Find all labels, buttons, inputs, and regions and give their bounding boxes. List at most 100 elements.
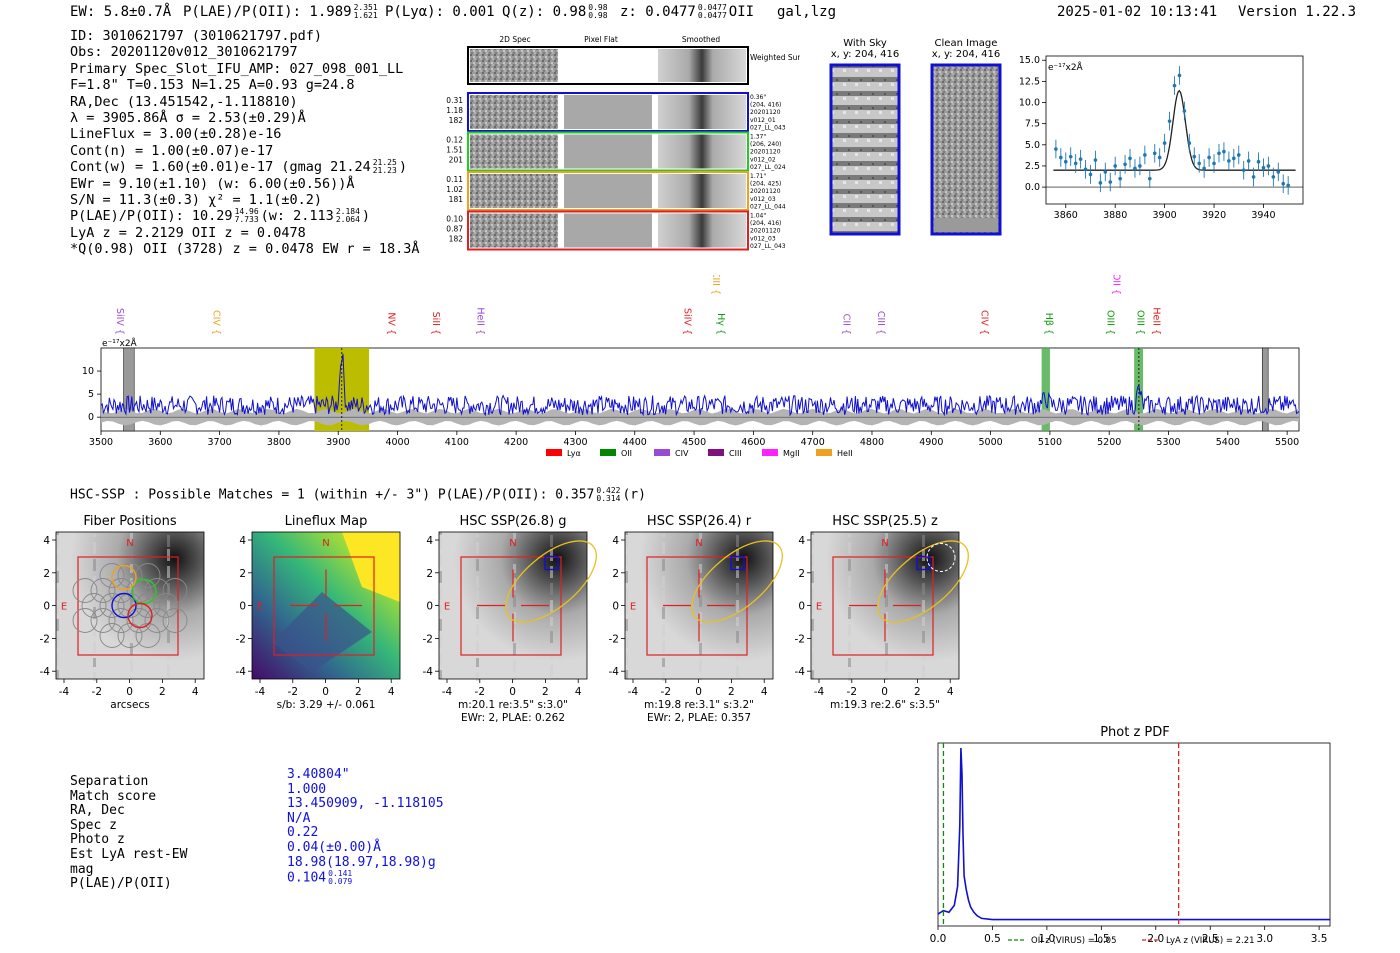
zoom-point xyxy=(1108,180,1113,184)
zoom-point xyxy=(1281,181,1286,186)
hsc-xtick: 0 xyxy=(322,686,329,698)
hsc-north-label: N xyxy=(695,538,702,549)
spectrum-line xyxy=(100,353,1300,417)
hsc-east-label: E xyxy=(257,602,263,613)
hsc-xtick: 2 xyxy=(159,686,166,698)
spectrum-xtick: 5300 xyxy=(1156,437,1180,448)
spectrum-line-label: SiII { xyxy=(430,312,441,335)
hsc-xtick: -4 xyxy=(59,686,70,698)
header-plya: P(Lyα): 0.001 xyxy=(385,4,495,20)
zoom-ytick: 2.5 xyxy=(1025,161,1040,172)
weighted-sum-label: Weighted Sum xyxy=(750,53,800,62)
hsc-caption: EWr: 2, PLAE: 0.262 xyxy=(461,712,565,723)
zoom-point xyxy=(1078,157,1083,161)
info-lambda: λ = 3905.86Å σ = 2.53(±0.29)Å xyxy=(70,110,306,127)
match-label: RA, Dec xyxy=(70,803,125,819)
spectrum-line-label: SiIV { xyxy=(682,308,693,335)
spectrum-line-label: OIII { xyxy=(1135,310,1146,335)
hsc-xtick: -4 xyxy=(442,686,453,698)
cutout-row-meta: 1.37" xyxy=(750,134,766,141)
photz-xtick: 0.5 xyxy=(984,933,1001,945)
cutout-row-value: 0.11 xyxy=(446,175,463,184)
cutout-row-meta: v012_03 xyxy=(750,196,776,203)
hsc-panel-4: HSC SSP(26.4) r N E 4 2 0 -2 -4 -4 -2 0 2 4 m:19.8 re… xyxy=(609,514,783,723)
hsc-xtick: -4 xyxy=(814,686,825,698)
hsc-xtick: -2 xyxy=(288,686,298,698)
zoom-point xyxy=(1261,165,1266,170)
hsc-title: HSC-SSP : Possible Matches = 1 (within +… xyxy=(70,486,646,503)
cutout-row-meta: 20201120 xyxy=(750,188,781,195)
spectrum-xtick: 4800 xyxy=(860,437,884,448)
hsc-ytick: 0 xyxy=(612,601,619,613)
cutout-row-value: 181 xyxy=(449,195,464,204)
zoom-point xyxy=(1162,141,1167,145)
hsc-caption: arcsecs xyxy=(110,699,149,711)
match-label: Est LyA rest-EW xyxy=(70,846,188,862)
hsc-ytick: 4 xyxy=(612,535,619,547)
spectrum-xtick: 4000 xyxy=(385,437,409,448)
with-sky-title: With Sky x, y: 204, 416 xyxy=(830,38,900,60)
zoom-ytick: 15.0 xyxy=(1019,55,1040,66)
info-sn: S/N = 11.3(±0.3) χ² = 1.1(±0.2) xyxy=(70,192,322,209)
match-label: Match score xyxy=(70,788,157,804)
spectrum-line-label: CIV { xyxy=(211,310,222,335)
photz-title: Phot z PDF xyxy=(1100,725,1170,740)
hsc-east-label: E xyxy=(444,602,450,613)
zoom-point xyxy=(1088,172,1093,177)
spectrum-mask-bar xyxy=(1261,347,1269,432)
spectrum-xtick: 4100 xyxy=(445,437,469,448)
hsc-xtick: 0 xyxy=(126,686,133,698)
col-pixel-flat: Pixel Flat xyxy=(584,35,618,44)
spectrum-unit-label: e⁻¹⁷x2Å xyxy=(102,337,138,349)
spectrum-xtick: 5500 xyxy=(1275,437,1299,448)
cutout-row-value: 0.31 xyxy=(446,96,463,105)
zoom-point xyxy=(1113,164,1117,168)
hsc-panel-title: HSC SSP(25.5) z xyxy=(832,514,938,529)
zoom-point xyxy=(1118,176,1122,181)
zoom-point xyxy=(1133,166,1137,171)
header-qz: Q(z): 0.98 0.98 0.98 xyxy=(502,3,608,21)
info-q: *Q(0.98) OII (3728) z = 0.0478 EW r = 18… xyxy=(70,241,420,258)
match-label: Photo z xyxy=(70,832,125,848)
zoom-point xyxy=(1271,175,1276,179)
info-radec: RA,Dec (13.451542,-1.118810) xyxy=(70,93,298,110)
zoom-point xyxy=(1063,159,1068,164)
hsc-xtick: 2 xyxy=(914,686,921,698)
info-params: F=1.8" T=0.153 N=1.25 A=0.93 g=24.8 xyxy=(70,77,355,94)
zoom-ytick: 12.5 xyxy=(1019,76,1040,87)
zoom-point xyxy=(1147,176,1152,181)
zoom-point xyxy=(1286,183,1290,188)
spectrum-xtick: 5100 xyxy=(1038,437,1062,448)
cutout-row-value: 0.87 xyxy=(446,225,463,234)
legend-label: HeII xyxy=(837,449,853,458)
zoom-point xyxy=(1241,168,1246,172)
legend-label: MgII xyxy=(783,449,800,458)
info-primary: Primary Spec_Slot_IFU_AMP: 027_098_001_L… xyxy=(70,60,404,77)
photz-xtick: 2.0 xyxy=(1147,933,1164,945)
col-smoothed: Smoothed xyxy=(682,35,721,44)
hsc-ytick: -2 xyxy=(236,633,246,645)
match-values: 3.40804" 1.000 13.450909, -1.118105 N/A 0.22… xyxy=(287,767,444,887)
hsc-xtick: 4 xyxy=(388,686,395,698)
hsc-north-label: N xyxy=(509,538,516,549)
spectrum-line-label: Hγ { xyxy=(715,313,726,335)
match-value: 0.104 0.141 0.079 xyxy=(287,869,353,887)
hsc-xtick: 4 xyxy=(192,686,199,698)
spectrum-xtick: 4700 xyxy=(801,437,825,448)
zoom-ytick: 5.0 xyxy=(1025,140,1040,151)
spectrum-line-label: HeII { xyxy=(475,307,486,335)
header-ew: EW: 5.8±0.7Å xyxy=(70,4,172,20)
cutout-row-value: 182 xyxy=(449,116,464,125)
photz-legend-lya: LyA z (VIRUS) = 2.21 xyxy=(1166,936,1255,946)
zoom-fit-curve xyxy=(1053,89,1296,171)
zoom-point xyxy=(1143,153,1147,157)
hsc-xtick: 4 xyxy=(575,686,582,698)
spectrum-ytick: 5 xyxy=(88,389,94,400)
header-classes: gal,lzg xyxy=(777,4,837,20)
zoom-point xyxy=(1217,151,1221,156)
info-id: ID: 3010621797 (3010621797.pdf) xyxy=(70,28,322,44)
cutout-row-meta: (206, 240) xyxy=(750,141,781,148)
legend-swatch xyxy=(762,449,778,456)
zoom-point xyxy=(1266,164,1271,168)
zoom-point xyxy=(1138,164,1142,168)
